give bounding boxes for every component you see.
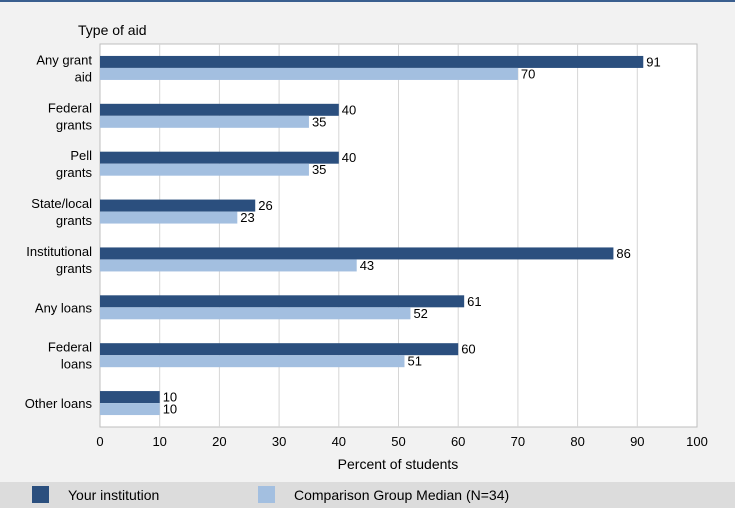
bar-your-institution-4 — [100, 247, 614, 260]
legend-label-your-institution: Your institution — [68, 486, 160, 503]
legend-swatch-comparison-group — [258, 486, 275, 503]
bar-comparison-0 — [100, 67, 518, 80]
x-tick-label-30: 30 — [272, 434, 286, 449]
category-label-2-1: grants — [56, 165, 93, 180]
bar-your-institution-1 — [100, 103, 339, 116]
bar-comparison-3 — [100, 211, 238, 224]
legend-item-your-institution: Your institution — [32, 486, 159, 503]
category-label-3-0: State/local — [31, 196, 92, 211]
data-label-your-institution-6: 60 — [461, 342, 475, 357]
data-label-your-institution-4: 86 — [616, 246, 630, 261]
category-label-4-0: Institutional — [26, 244, 92, 259]
category-label-7-0: Other loans — [25, 396, 93, 411]
category-label-1-0: Federal — [48, 100, 92, 115]
category-label-0-0: Any grant — [36, 52, 92, 67]
category-label-3-1: grants — [56, 213, 93, 228]
data-label-your-institution-2: 40 — [342, 150, 356, 165]
bar-comparison-2 — [100, 163, 309, 176]
category-label-4-1: grants — [56, 261, 93, 276]
legend-item-comparison-group: Comparison Group Median (N=34) — [258, 486, 509, 503]
x-tick-label-0: 0 — [96, 434, 103, 449]
bar-your-institution-2 — [100, 151, 339, 164]
data-label-comparison-4: 43 — [360, 258, 374, 273]
bar-comparison-4 — [100, 259, 357, 272]
data-label-comparison-5: 52 — [413, 306, 427, 321]
bar-your-institution-5 — [100, 295, 465, 308]
category-label-6-1: loans — [61, 357, 93, 372]
bar-your-institution-3 — [100, 199, 256, 212]
data-label-comparison-1: 35 — [312, 114, 326, 129]
category-label-0-1: aid — [75, 69, 92, 84]
x-tick-label-60: 60 — [451, 434, 465, 449]
bar-your-institution-0 — [100, 55, 644, 68]
bar-comparison-7 — [100, 403, 160, 416]
data-label-comparison-7: 10 — [163, 402, 177, 417]
bar-comparison-6 — [100, 355, 405, 368]
x-tick-label-20: 20 — [212, 434, 226, 449]
data-label-comparison-2: 35 — [312, 162, 326, 177]
bar-your-institution-7 — [100, 391, 160, 404]
y-axis-title: Type of aid — [78, 22, 147, 38]
category-label-1-1: grants — [56, 117, 93, 132]
x-tick-label-40: 40 — [332, 434, 346, 449]
data-label-your-institution-7: 10 — [163, 390, 177, 405]
top-border — [0, 0, 735, 2]
data-label-your-institution-1: 40 — [342, 102, 356, 117]
legend-label-comparison-group: Comparison Group Median (N=34) — [294, 486, 510, 503]
data-label-comparison-3: 23 — [240, 210, 254, 225]
x-tick-label-80: 80 — [570, 434, 584, 449]
category-label-2-0: Pell — [70, 148, 92, 163]
data-label-your-institution-5: 61 — [467, 294, 481, 309]
bar-comparison-5 — [100, 307, 411, 320]
legend: Your institution Comparison Group Median… — [0, 482, 735, 508]
x-tick-label-90: 90 — [630, 434, 644, 449]
bar-comparison-1 — [100, 115, 309, 128]
category-label-6-0: Federal — [48, 340, 92, 355]
category-label-5-0: Any loans — [35, 300, 93, 315]
data-label-your-institution-3: 26 — [258, 198, 272, 213]
x-tick-label-100: 100 — [686, 434, 708, 449]
data-label-your-institution-0: 91 — [646, 54, 660, 69]
x-tick-label-10: 10 — [152, 434, 166, 449]
data-label-comparison-6: 51 — [407, 354, 421, 369]
data-label-comparison-0: 70 — [521, 66, 535, 81]
x-tick-label-70: 70 — [511, 434, 525, 449]
x-tick-label-50: 50 — [391, 434, 405, 449]
bar-your-institution-6 — [100, 343, 459, 356]
legend-swatch-your-institution — [32, 486, 49, 503]
x-axis-title: Percent of students — [338, 456, 459, 472]
